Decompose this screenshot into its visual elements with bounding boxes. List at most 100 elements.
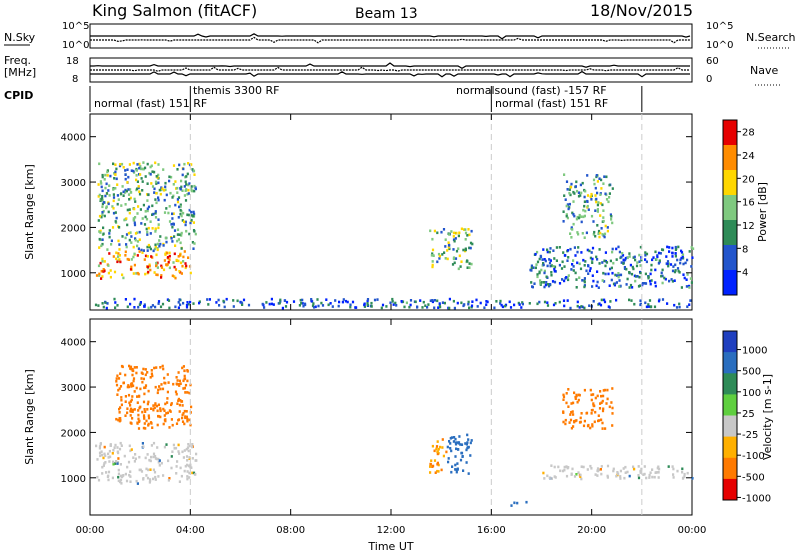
data-cell-0-5-299 xyxy=(438,302,441,305)
data-cell-0-3-394 xyxy=(615,247,618,251)
data-cell-0-1-573 xyxy=(151,185,155,188)
velocity-panel-frame xyxy=(89,318,693,516)
data-cell-0-3-380 xyxy=(598,248,601,251)
data-cell-1-0-298 xyxy=(145,474,148,477)
data-cell-1-3-11 xyxy=(449,447,452,450)
data-cell-1-5-123 xyxy=(583,388,586,392)
data-cell-0-1-27 xyxy=(140,222,143,225)
data-cell-0-5-342 xyxy=(391,300,394,303)
data-cell-1-0-41 xyxy=(128,473,131,477)
data-cell-0-4-22 xyxy=(577,194,581,198)
data-cell-1-1-221 xyxy=(160,383,163,386)
data-cell-1-0-77 xyxy=(149,468,152,471)
data-cell-0-3-151 xyxy=(569,247,572,251)
data-cell-0-1-168 xyxy=(136,231,139,235)
data-cell-0-1-85 xyxy=(134,237,137,240)
data-cell-1-1-258 xyxy=(151,426,154,429)
data-cell-0-4-194 xyxy=(583,236,586,239)
data-cell-0-5-345 xyxy=(366,303,369,307)
nsky-tick-bottom: 10^0 xyxy=(62,40,89,51)
data-cell-0-3-416 xyxy=(573,246,576,249)
freq-label: Freq. xyxy=(4,54,31,67)
data-cell-0-5-105 xyxy=(292,300,296,303)
colorbar-label-1-6: -500 xyxy=(742,472,765,483)
data-cell-1-5-38 xyxy=(600,418,603,422)
data-cell-1-4-119 xyxy=(651,468,654,471)
data-cell-0-5-213 xyxy=(168,306,171,310)
data-cell-0-1-182 xyxy=(168,175,171,179)
data-cell-1-0-242 xyxy=(141,442,144,445)
data-cell-0-5-247 xyxy=(471,300,474,303)
data-cell-0-3-141 xyxy=(588,269,591,273)
data-cell-0-3-322 xyxy=(639,264,642,267)
data-cell-0-5-70 xyxy=(546,301,549,304)
data-cell-0-5-364 xyxy=(325,298,328,301)
colorbar-label-1-4: -25 xyxy=(742,430,758,441)
data-cell-0-3-110 xyxy=(539,282,542,285)
data-cell-1-5-112 xyxy=(606,388,609,392)
data-cell-0-3-215 xyxy=(542,262,545,265)
data-cell-0-3-368 xyxy=(603,259,606,263)
data-cell-0-1-234 xyxy=(118,164,122,168)
data-cell-0-3-336 xyxy=(657,262,660,265)
data-cell-0-1-67 xyxy=(138,162,141,166)
data-cell-0-2-72 xyxy=(444,245,447,248)
data-cell-0-1-45 xyxy=(146,233,149,236)
data-cell-0-3-265 xyxy=(692,247,695,250)
data-cell-0-1-522 xyxy=(116,202,119,206)
data-cell-0-5-380 xyxy=(150,305,153,309)
data-cell-0-5-141 xyxy=(583,306,586,310)
data-cell-0-3-393 xyxy=(671,251,674,255)
data-cell-0-1-265 xyxy=(177,238,180,241)
data-cell-0-3-248 xyxy=(611,250,614,254)
data-cell-0-3-305 xyxy=(654,281,657,284)
data-cell-1-4-129 xyxy=(548,476,551,480)
data-cell-1-0-175 xyxy=(135,479,138,483)
data-cell-0-0-155 xyxy=(165,263,168,266)
data-cell-0-1-183 xyxy=(172,164,176,167)
data-cell-1-0-245 xyxy=(181,450,184,454)
data-cell-1-0-34 xyxy=(129,475,132,478)
data-cell-0-1-249 xyxy=(157,173,160,177)
data-cell-0-3-283 xyxy=(623,266,626,269)
data-cell-1-1-174 xyxy=(133,408,136,411)
data-cell-0-4-50 xyxy=(595,197,598,201)
colorbar-swatch-1-0 xyxy=(723,331,737,353)
data-cell-0-2-14 xyxy=(455,231,458,235)
data-cell-0-3-219 xyxy=(591,285,594,288)
data-cell-0-2-71 xyxy=(431,260,434,263)
data-cell-0-3-89 xyxy=(609,259,612,263)
data-cell-0-5-365 xyxy=(661,298,665,301)
data-cell-0-0-113 xyxy=(101,257,104,261)
data-cell-0-3-158 xyxy=(534,266,537,270)
data-cell-0-1-18 xyxy=(171,217,174,220)
data-cell-0-3-465 xyxy=(652,256,655,259)
data-cell-0-5-396 xyxy=(649,305,652,309)
data-cell-1-2-36 xyxy=(436,450,439,454)
data-cell-0-5-32 xyxy=(105,306,108,310)
data-cell-0-1-440 xyxy=(182,211,185,215)
data-cell-1-3-59 xyxy=(456,467,459,471)
data-cell-1-1-44 xyxy=(119,385,123,388)
data-cell-0-5-398 xyxy=(400,300,403,303)
data-cell-1-1-342 xyxy=(119,372,122,375)
data-cell-0-5-58 xyxy=(566,299,569,302)
data-cell-0-1-442 xyxy=(146,199,149,202)
data-cell-1-0-216 xyxy=(154,478,157,481)
data-cell-0-5-335 xyxy=(380,306,383,310)
data-cell-1-5-34 xyxy=(590,398,593,402)
data-cell-1-1-89 xyxy=(184,383,188,387)
data-cell-1-0-9 xyxy=(136,482,139,485)
data-cell-0-1-566 xyxy=(142,203,145,207)
data-cell-1-1-108 xyxy=(115,380,118,383)
data-cell-0-3-31 xyxy=(673,270,677,274)
data-cell-0-3-34 xyxy=(680,249,683,253)
data-cell-0-3-117 xyxy=(558,246,561,249)
data-cell-1-0-199 xyxy=(144,456,147,460)
data-cell-0-5-34 xyxy=(316,298,319,301)
data-cell-1-1-309 xyxy=(170,418,173,421)
data-cell-0-5-66 xyxy=(327,303,330,307)
data-cell-1-3-63 xyxy=(456,441,459,444)
data-cell-1-1-98 xyxy=(167,381,170,384)
data-cell-0-2-25 xyxy=(452,248,455,251)
